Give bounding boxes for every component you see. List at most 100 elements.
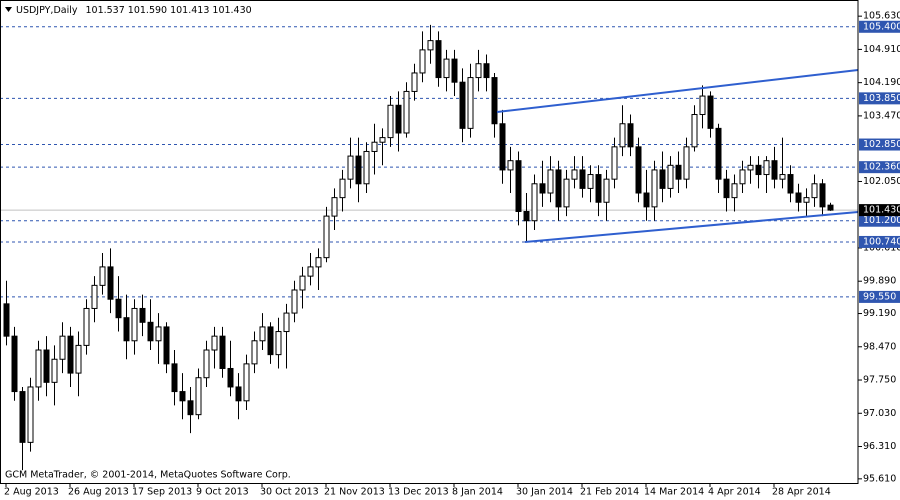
candle-body: [387, 104, 394, 139]
candle-body: [371, 141, 378, 152]
candle-body: [523, 210, 530, 222]
x-tick-label: 17 Sep 2013: [132, 487, 192, 498]
candle-body: [195, 377, 202, 416]
candle-body: [811, 183, 818, 199]
candle-body: [203, 349, 210, 379]
levels: [0, 26, 858, 298]
candle-body: [451, 58, 458, 83]
x-tick-label: 30 Jan 2014: [516, 487, 573, 498]
candle-body: [91, 284, 98, 309]
level-label-box: [859, 161, 900, 174]
candle-body: [803, 197, 810, 203]
candle-body: [307, 266, 314, 277]
candle-body: [827, 204, 834, 211]
candle-body: [459, 81, 466, 129]
candle-body: [355, 155, 362, 185]
candle-body: [739, 169, 746, 185]
level-label-box: [859, 138, 900, 151]
level-label-box: [859, 214, 900, 227]
candle-body: [651, 169, 658, 208]
candle-body: [603, 178, 610, 203]
y-tick-label: 97.030: [863, 408, 896, 419]
x-tick-label: 26 Aug 2013: [68, 487, 129, 498]
candle-body: [579, 169, 586, 189]
candle-body: [83, 307, 90, 346]
level-label-box: [859, 235, 900, 248]
candle-body: [723, 178, 730, 199]
header: USDJPY,Daily 101.537 101.590 101.413 101.…: [16, 5, 252, 16]
candle-body: [331, 197, 338, 217]
candle-body: [339, 178, 346, 199]
candle-body: [299, 275, 306, 291]
candle-body: [819, 183, 826, 208]
candle-body: [171, 363, 178, 393]
candle-body: [539, 183, 546, 194]
candle-body: [635, 146, 642, 194]
quote: 101.537 101.590 101.413 101.430: [85, 5, 251, 16]
candle-body: [35, 349, 42, 388]
candle-body: [699, 95, 706, 116]
candle-body: [475, 63, 482, 79]
candle-body: [563, 178, 570, 208]
candle-body: [707, 95, 714, 129]
trendline-upper: [496, 69, 859, 113]
candle-body: [715, 127, 722, 180]
candle-body: [131, 307, 138, 342]
candle-body: [619, 123, 626, 148]
y-tick-label: 102.050: [863, 176, 900, 187]
candle-body: [75, 344, 82, 374]
candle-body: [395, 104, 402, 134]
candle-body: [555, 169, 562, 208]
candle-body: [547, 169, 554, 194]
candle-body: [627, 123, 634, 148]
candle-body: [587, 174, 594, 189]
candle-body: [771, 160, 778, 180]
candle-body: [323, 215, 330, 259]
y-tick-label: 95.610: [863, 473, 896, 484]
candle-body: [483, 63, 490, 79]
x-tick-label: 13 Dec 2013: [388, 487, 449, 498]
candle-body: [67, 335, 74, 374]
candle-body: [379, 137, 386, 143]
candle-body: [435, 40, 442, 79]
candle-body: [259, 326, 266, 342]
axis: 105.630 104.910 104.190 103.470 102.050 100.6…: [4, 11, 900, 498]
level-label: 102.850: [863, 139, 900, 150]
candle-body: [763, 160, 770, 176]
x-tick-label: 30 Oct 2013: [260, 487, 319, 498]
candle-body: [211, 335, 218, 351]
candle-body: [179, 391, 186, 402]
candle-body: [691, 114, 698, 148]
x-tick-label: 8 Jan 2014: [452, 487, 503, 498]
y-tick-label: 99.890: [863, 276, 896, 287]
candle-body: [283, 312, 290, 333]
x-tick-label: 21 Nov 2013: [324, 487, 385, 498]
candle-body: [27, 386, 34, 443]
x-tick-label: 4 Apr 2014: [708, 487, 761, 498]
candle-body: [795, 192, 802, 203]
candle-body: [187, 400, 194, 416]
y-tick-label: 104.190: [863, 77, 900, 88]
candle-body: [747, 164, 754, 171]
candle-body: [675, 164, 682, 180]
candle-body: [147, 321, 154, 342]
candle-body: [363, 150, 370, 185]
y-tick-label: 96.310: [863, 441, 896, 452]
candle-body: [443, 58, 450, 79]
candle-body: [235, 386, 242, 402]
candle-body: [155, 326, 162, 342]
x-tick-label: 9 Oct 2013: [196, 487, 249, 498]
y-tick-label: 97.750: [863, 375, 896, 386]
menu-arrow: [5, 7, 12, 12]
candle-body: [515, 160, 522, 212]
x-tick-label: 28 Apr 2014: [772, 487, 831, 498]
level-label: 103.850: [863, 93, 900, 104]
y-tick-label: 104.910: [863, 44, 900, 55]
candle-body: [787, 174, 794, 194]
level-label-box: [859, 290, 900, 303]
candle-body: [683, 146, 690, 180]
candle-body: [499, 123, 506, 171]
candle-body: [643, 192, 650, 208]
candle-body: [11, 335, 18, 393]
